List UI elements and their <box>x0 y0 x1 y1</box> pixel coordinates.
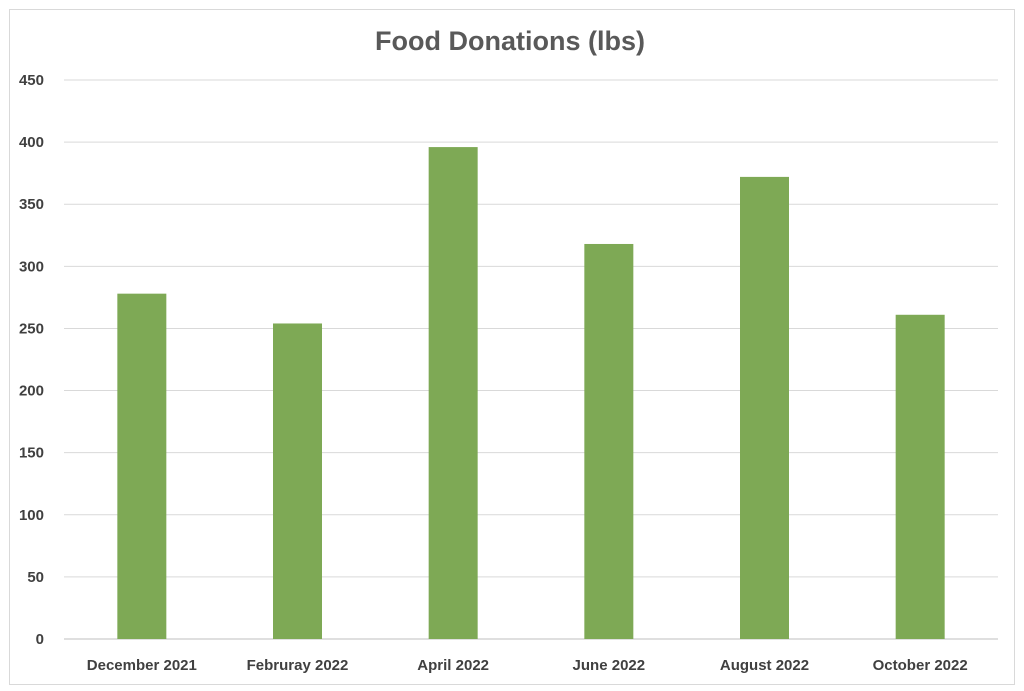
y-tick-label: 50 <box>27 569 44 586</box>
x-tick-label: June 2022 <box>573 657 646 674</box>
bar-1 <box>273 323 322 639</box>
y-tick-label: 400 <box>19 134 44 151</box>
bars <box>117 147 945 640</box>
bar-4 <box>740 176 789 640</box>
bar-2 <box>428 147 478 639</box>
x-tick-label: Februray 2022 <box>247 657 349 674</box>
x-axis-ticks: December 2021 Februray 2022 April 2022 June… <box>87 657 968 674</box>
x-tick-label: April 2022 <box>417 657 489 674</box>
chart-title: Food Donations (lbs) <box>375 26 645 56</box>
y-tick-label: 100 <box>19 507 44 524</box>
y-tick-label: 450 <box>19 72 44 89</box>
chart-frame <box>9 9 1015 685</box>
y-tick-label: 300 <box>19 258 44 275</box>
gridlines <box>64 79 998 640</box>
y-axis-ticks: 0 50 100 150 200 250 300 350 400 450 <box>19 72 44 648</box>
x-tick-label: December 2021 <box>87 657 197 674</box>
x-tick-label: October 2022 <box>873 657 968 674</box>
y-tick-label: 250 <box>19 320 44 337</box>
x-tick-label: August 2022 <box>720 657 809 674</box>
y-tick-label: 200 <box>19 383 44 400</box>
bar-0 <box>117 293 167 639</box>
y-tick-label: 350 <box>19 196 44 213</box>
bar-3 <box>584 243 634 639</box>
y-tick-label: 0 <box>36 631 44 648</box>
y-tick-label: 150 <box>19 445 44 462</box>
bar-5 <box>895 314 945 639</box>
